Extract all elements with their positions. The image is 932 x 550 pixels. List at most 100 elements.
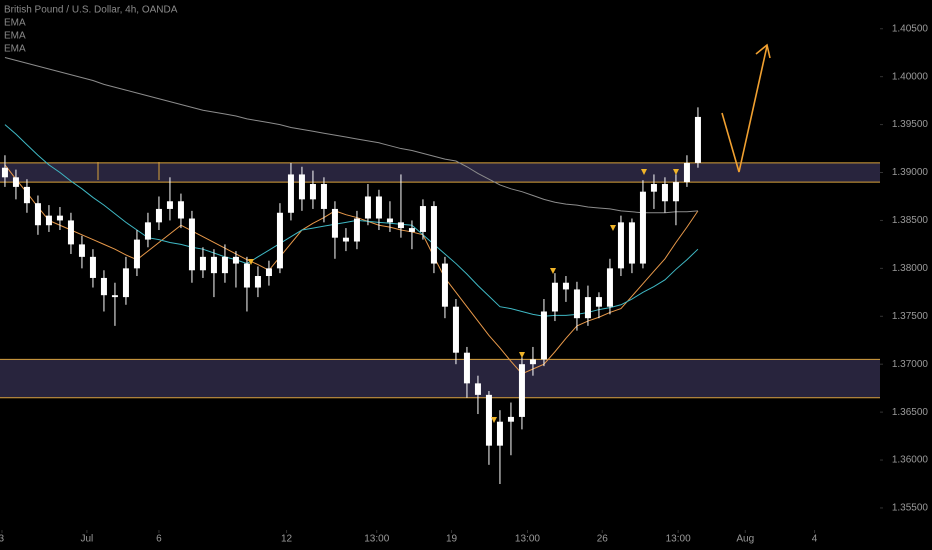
candle-body <box>320 184 327 209</box>
marker <box>641 169 647 175</box>
candle-body <box>551 282 558 312</box>
candle-body <box>463 352 470 384</box>
marker <box>519 352 525 358</box>
legend: British Pound / U.S. Dollar, 4h, OANDA E… <box>4 5 178 55</box>
ema-line <box>4 164 699 375</box>
marker <box>673 169 679 175</box>
candle-body <box>34 203 41 226</box>
candle-body <box>166 201 173 209</box>
candle-body <box>199 256 206 271</box>
candle-body <box>485 394 492 446</box>
y-tick-label: 1.37500 <box>892 311 929 322</box>
candle-body <box>287 174 294 213</box>
marker <box>550 268 556 274</box>
x-tick-label: 26 <box>597 534 609 545</box>
candle-body <box>331 208 338 238</box>
candle-body <box>67 220 74 245</box>
ema-line <box>4 124 699 317</box>
candle-body <box>617 222 624 269</box>
x-tick-label: 6 <box>156 534 162 545</box>
candle-body <box>661 184 668 202</box>
candle-body <box>430 206 437 264</box>
candle-body <box>122 268 129 298</box>
arrow-path <box>721 45 768 173</box>
candle-body <box>45 215 52 226</box>
candle-body <box>12 177 19 187</box>
candle-body <box>353 218 360 242</box>
y-tick-label: 1.40500 <box>892 23 929 34</box>
candle-body <box>595 297 602 307</box>
marker <box>248 259 254 265</box>
candle-body <box>144 222 151 240</box>
price-axis-bg <box>880 0 932 550</box>
candle-body <box>188 218 195 271</box>
projection-arrow <box>721 43 771 173</box>
candle-body <box>694 116 701 163</box>
candle-body <box>221 256 228 274</box>
candle-body <box>397 222 404 229</box>
candle-body <box>650 184 657 192</box>
candle-body <box>364 196 371 219</box>
candle-body <box>276 212 283 269</box>
x-tick-label: 13:00 <box>364 534 389 545</box>
candle-body <box>23 186 30 204</box>
candle-body <box>496 421 503 446</box>
candle-body <box>606 268 613 307</box>
legend-entry: EMA <box>4 44 26 55</box>
candle-body <box>56 215 63 221</box>
legend-title: British Pound / U.S. Dollar, 4h, OANDA <box>4 5 178 16</box>
candle-body <box>177 201 184 219</box>
x-tick-label: Aug <box>736 534 754 545</box>
indicators <box>4 57 699 375</box>
x-tick-label: 3 <box>0 534 4 545</box>
legend-entry: EMA <box>4 31 26 42</box>
candle-body <box>210 256 217 274</box>
signal-markers <box>248 169 679 423</box>
y-tick-label: 1.39000 <box>892 167 929 178</box>
y-tick-label: 1.38000 <box>892 263 929 274</box>
candle-body <box>452 306 459 353</box>
candle-body <box>474 383 481 395</box>
candle-body <box>265 268 272 277</box>
candle-body <box>529 359 536 365</box>
candle-body <box>386 218 393 223</box>
x-tick-label: 12 <box>281 534 293 545</box>
candle-body <box>540 311 547 360</box>
candle-body <box>298 174 305 200</box>
candles <box>1 107 701 484</box>
legend-entry: EMA <box>4 18 26 29</box>
zones <box>0 162 880 399</box>
x-tick-label: Jul <box>81 534 94 545</box>
candle-body <box>672 182 679 202</box>
candle-body <box>309 184 316 200</box>
candle-body <box>232 256 239 264</box>
zone <box>0 359 880 398</box>
arrow-head <box>755 43 771 59</box>
zone <box>0 162 880 183</box>
candle-body <box>507 416 514 422</box>
candle-body <box>518 364 525 417</box>
candle-body <box>254 276 261 288</box>
y-tick-label: 1.39500 <box>892 119 929 130</box>
y-tick-label: 1.36500 <box>892 407 929 418</box>
ema-line <box>4 57 698 214</box>
candle-body <box>100 277 107 296</box>
candle-body <box>78 244 85 257</box>
candle-body <box>419 206 426 232</box>
x-tick-label: 19 <box>446 534 458 545</box>
zone-dividers <box>97 162 160 180</box>
candle-body <box>1 167 8 178</box>
y-tick-label: 1.36000 <box>892 455 929 466</box>
candle-body <box>342 237 349 242</box>
x-tick-label: 13:00 <box>515 534 540 545</box>
x-tick-label: 13:00 <box>666 534 691 545</box>
candle-body <box>441 263 448 307</box>
candle-body <box>408 228 415 232</box>
time-axis-bg <box>0 530 932 550</box>
candle-body <box>155 208 162 223</box>
candle-body <box>89 256 96 278</box>
candle-body <box>111 295 118 298</box>
candle-body <box>584 297 591 319</box>
y-tick-label: 1.35500 <box>892 503 929 514</box>
